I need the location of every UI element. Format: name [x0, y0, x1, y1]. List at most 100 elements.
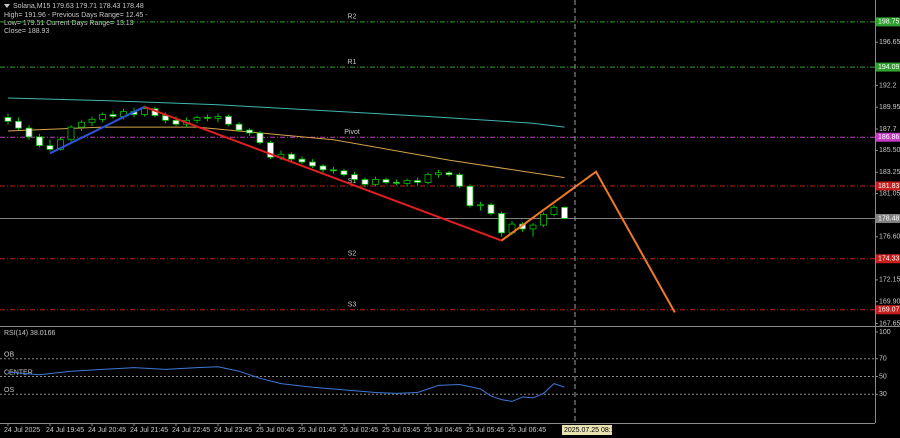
candle-body	[46, 145, 54, 150]
candle-body	[414, 180, 421, 183]
candle-body	[361, 179, 369, 185]
candle-body	[498, 213, 505, 234]
price-box-label: 174.33	[878, 256, 900, 263]
candle-body	[36, 136, 43, 146]
x-tick-label: 25 Jul 05:45	[466, 427, 504, 434]
candle-body	[529, 224, 537, 230]
y-tick-label: 189.95	[879, 104, 900, 111]
candle-body	[204, 117, 211, 119]
x-tick-label: 24 Jul 21:45	[130, 427, 168, 434]
x-tick-label: 24 Jul 23:45	[214, 427, 252, 434]
info-line: Close= 188.93	[4, 28, 49, 35]
candle-body	[193, 117, 201, 121]
y-tick-label: 172.15	[879, 277, 900, 284]
pivot-level-name: R1	[348, 59, 357, 66]
x-tick-label: 24 Jul 2025	[4, 427, 40, 434]
price-box-label: 186.86	[878, 134, 900, 141]
pivot-level-name: S3	[348, 302, 357, 309]
trend-line	[500, 170, 676, 313]
trend-line	[49, 105, 145, 155]
moving-average	[7, 126, 565, 179]
candle-body	[288, 153, 295, 160]
candle-body	[340, 170, 348, 176]
candle-body	[424, 174, 432, 183]
rsi-title: RSI(14) 38.0166	[4, 330, 55, 337]
rsi-line	[7, 366, 565, 402]
candle-body	[256, 132, 264, 144]
candle-body	[99, 114, 106, 120]
x-tick-label: 25 Jul 01:45	[298, 427, 336, 434]
pivot-level-name: S2	[348, 251, 357, 258]
x-tick-label: 25 Jul 06:45	[508, 427, 546, 434]
time-cursor-label: 2025.07.25 08:15	[564, 427, 619, 434]
candle-body	[309, 161, 316, 167]
x-tick-label: 24 Jul 22:45	[172, 427, 210, 434]
candle-body	[246, 129, 253, 134]
candle-body	[298, 158, 306, 163]
rsi-level-name: OB	[4, 352, 14, 359]
x-tick-label: 25 Jul 02:45	[340, 427, 378, 434]
x-tick-label: 25 Jul 04:45	[424, 427, 462, 434]
candle-body	[319, 165, 327, 171]
y-tick-label: 196.65	[879, 39, 900, 46]
candle-body	[540, 214, 547, 226]
price-box	[876, 62, 900, 72]
price-box-label: 169.07	[878, 307, 900, 314]
pivot-level-name: S1	[348, 178, 357, 185]
y-tick-label: 100	[879, 329, 891, 336]
price-box	[876, 254, 900, 264]
candle-body	[550, 206, 558, 215]
candle-body	[4, 117, 12, 122]
candle-body	[382, 179, 390, 183]
pivot-level-name: Pivot	[344, 129, 360, 136]
candle-body	[330, 169, 337, 172]
rsi-level-name: OS	[4, 387, 14, 394]
x-tick-label: 24 Jul 19:45	[46, 427, 84, 434]
candle-body	[141, 108, 148, 115]
y-tick-label: 30	[879, 391, 887, 398]
candle-body	[214, 116, 222, 119]
candle-body	[372, 179, 379, 185]
candle-body	[67, 126, 75, 141]
candle-body	[456, 174, 463, 187]
chart-title: Solana,M15 179.63 179.71 178.43 178.48	[13, 3, 144, 10]
candle-body	[445, 172, 453, 176]
x-tick-label: 25 Jul 03:45	[382, 427, 420, 434]
candle-body	[466, 185, 474, 207]
info-line: High= 191.96 - Previous Days Range= 12.4…	[4, 12, 148, 19]
y-tick-label: 181.05	[879, 190, 900, 197]
y-tick-label: 50	[879, 373, 887, 380]
candle-body	[561, 206, 568, 219]
moving-average	[7, 97, 565, 128]
time-cursor-box	[562, 425, 613, 435]
price-box-label: 198.75	[878, 19, 900, 26]
price-box	[876, 213, 900, 223]
y-tick-label: 183.25	[879, 169, 900, 176]
y-tick-label: 192.2	[879, 82, 897, 89]
candle-body	[57, 139, 64, 150]
candle-body	[25, 127, 33, 138]
price-box	[876, 305, 900, 315]
candle-body	[225, 116, 232, 125]
price-box	[876, 181, 900, 191]
y-tick-label: 169.90	[879, 299, 900, 306]
candle-body	[351, 174, 358, 180]
candle-body	[477, 204, 484, 207]
candle-body	[235, 123, 243, 131]
candle-body	[435, 172, 442, 176]
pivot-level-name: R2	[348, 14, 357, 21]
candle-body	[172, 119, 180, 125]
y-tick-label: 187.7	[879, 126, 897, 133]
price-box-label: 181.83	[878, 183, 900, 190]
menu-triangle	[4, 4, 10, 8]
y-tick-label: 167.65	[879, 320, 900, 327]
price-box-label: 194.09	[878, 64, 900, 71]
price-box	[876, 132, 900, 142]
y-tick-label: 70	[879, 356, 887, 363]
candle-body	[393, 182, 400, 184]
candle-body	[403, 180, 411, 184]
candle-body	[88, 118, 96, 123]
